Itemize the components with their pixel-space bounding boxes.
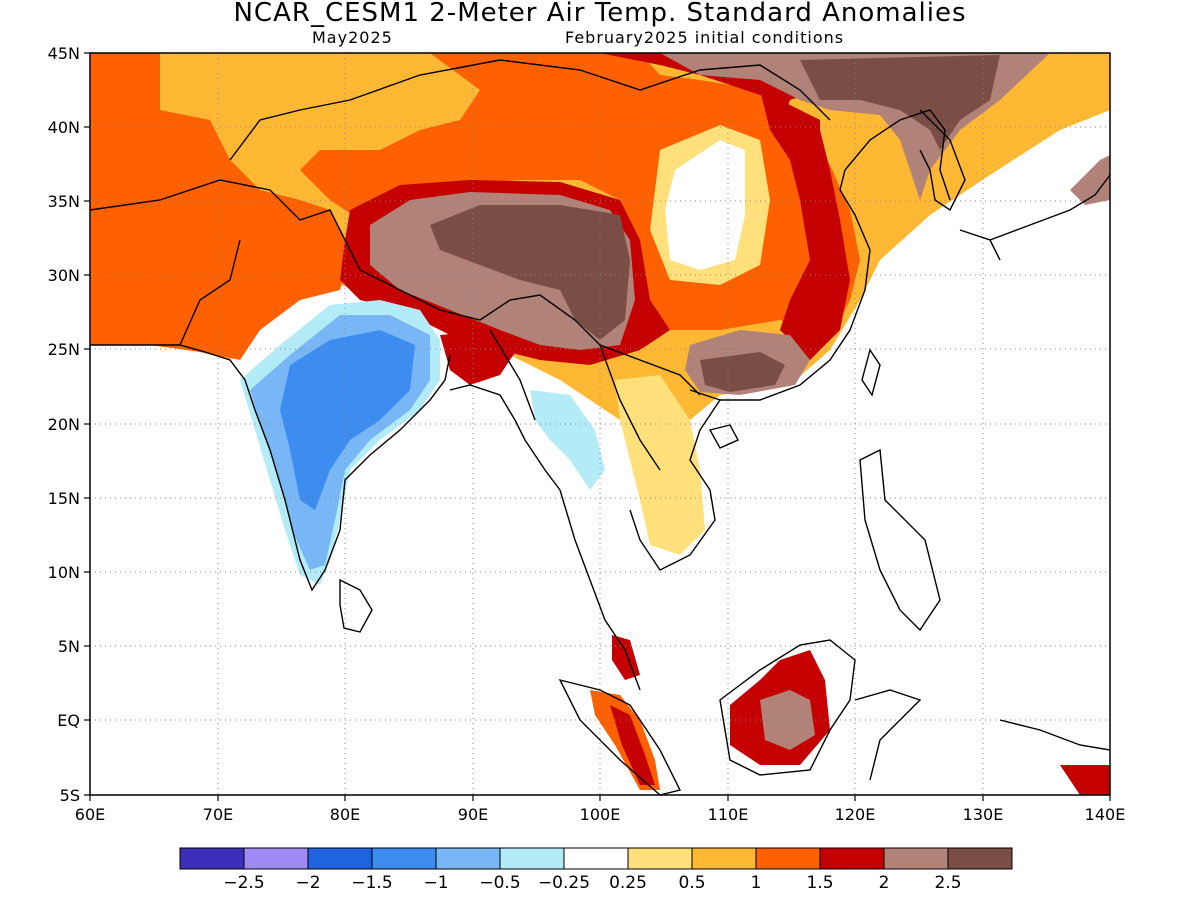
lat-label: 25N — [48, 340, 80, 359]
anomaly-field-red-east — [760, 90, 850, 360]
colorbar-swatch — [499, 847, 565, 870]
lat-label: EQ — [57, 711, 80, 730]
anomaly-field-bangladesh — [440, 330, 520, 385]
anomaly-field-central-china-white — [665, 140, 745, 270]
colorbar-swatch — [371, 847, 437, 870]
lon-label: 90E — [458, 805, 488, 824]
anomaly-field-india-blue — [280, 330, 415, 510]
lon-label: 140E — [1085, 805, 1126, 824]
lat-label: 10N — [48, 563, 80, 582]
anomaly-field-new-guinea — [1060, 765, 1110, 795]
colorbar-swatch — [883, 847, 949, 870]
lat-axis — [84, 52, 90, 796]
colorbar-swatch — [179, 847, 245, 870]
colorbar-label: −2.5 — [223, 873, 264, 893]
lon-axis — [89, 795, 1111, 801]
anomaly-field-japan — [1070, 155, 1110, 205]
colorbar-label: 0.5 — [678, 873, 705, 893]
initial-conditions: February2025 initial conditions — [565, 28, 845, 47]
lon-label: 120E — [835, 805, 876, 824]
anomaly-field-south-china-dark — [700, 352, 785, 392]
colorbar-swatch — [307, 847, 373, 870]
colorbar-label: −1.5 — [351, 873, 392, 893]
anomaly-field-malaya — [612, 635, 640, 680]
lon-label: 60E — [75, 805, 105, 824]
colorbar-label: −0.25 — [538, 873, 590, 893]
colorbar-label: 1.5 — [806, 873, 833, 893]
lat-label: 5N — [58, 637, 80, 656]
anomaly-fields — [90, 53, 1110, 795]
lat-label: 20N — [48, 415, 80, 434]
lon-label: 110E — [708, 805, 749, 824]
coastlines — [90, 59, 1110, 795]
anomaly-field-borneo-brown — [760, 690, 815, 750]
lat-label: 15N — [48, 489, 80, 508]
lat-label: 40N — [48, 118, 80, 137]
colorbar-label: −1 — [423, 873, 448, 893]
lat-label: 5S — [60, 786, 80, 805]
colorbar-swatch — [243, 847, 309, 870]
anomaly-field-indochina — [615, 375, 705, 555]
lat-label: 45N — [48, 44, 80, 63]
lon-label: 70E — [203, 805, 233, 824]
colorbar-label: 1 — [751, 873, 762, 893]
colorbar-swatch — [819, 847, 885, 870]
colorbar-label: 0.25 — [609, 873, 647, 893]
lon-label: 80E — [330, 805, 360, 824]
anomaly-field-northeast-dark — [800, 55, 1000, 150]
anomaly-field-tibet-dark — [430, 205, 630, 340]
colorbar-swatch — [435, 847, 501, 870]
colorbar-swatch — [627, 847, 693, 870]
lon-label: 100E — [580, 805, 621, 824]
anomaly-field-myanmar-cold — [530, 390, 605, 490]
colorbar-label: −2 — [295, 873, 320, 893]
colorbar-swatch — [563, 847, 629, 870]
lat-lon-grid — [90, 53, 1110, 795]
colorbar-label: −0.5 — [479, 873, 520, 893]
colorbar: −2.5 −2 −1.5 −1 −0.5 −0.25 0.25 0.5 1 1.5 2 2.5 — [179, 847, 1013, 893]
lat-label: 35N — [48, 192, 80, 211]
colorbar-swatch — [947, 847, 1013, 870]
colorbar-label: 2 — [879, 873, 890, 893]
lon-label: 130E — [963, 805, 1004, 824]
lat-label: 30N — [48, 266, 80, 285]
forecast-month: May2025 — [312, 28, 393, 47]
anomaly-field-orange-west — [90, 53, 350, 360]
anomaly-field-sumatra-red — [610, 705, 655, 785]
map-title: NCAR_CESM1 2-Meter Air Temp. Standard An… — [233, 0, 967, 28]
colorbar-swatch — [755, 847, 821, 870]
colorbar-swatch — [691, 847, 757, 870]
colorbar-label: 2.5 — [934, 873, 961, 893]
